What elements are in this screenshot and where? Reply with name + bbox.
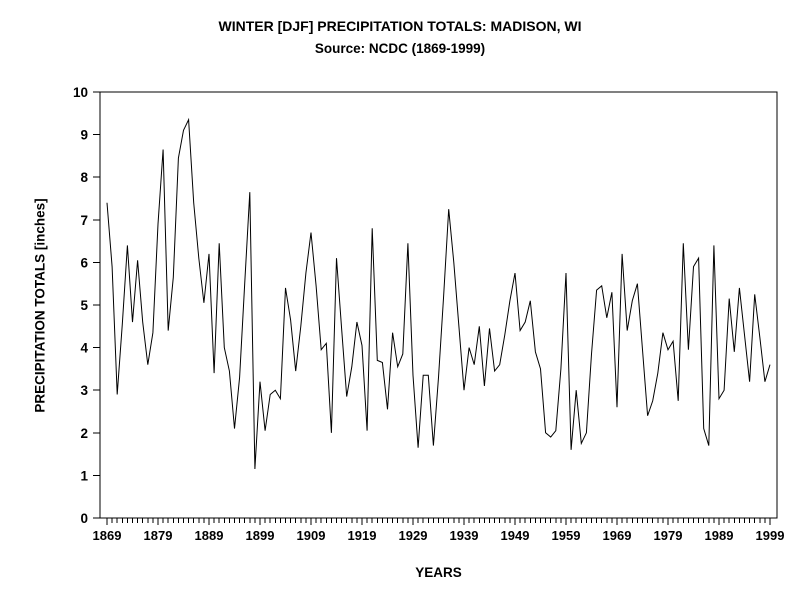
x-tick-label: 1999 — [756, 528, 785, 543]
y-tick-label: 6 — [80, 255, 88, 270]
y-tick-label: 8 — [80, 170, 88, 185]
plot-border — [99, 91, 778, 519]
x-tick-label: 1899 — [246, 528, 275, 543]
x-tick-label: 1959 — [552, 528, 581, 543]
x-tick-label: 1989 — [705, 528, 734, 543]
x-tick-label: 1979 — [654, 528, 683, 543]
y-tick-label: 7 — [80, 213, 88, 228]
chart-title: WINTER [DJF] PRECIPITATION TOTALS: MADIS… — [218, 18, 582, 34]
y-tick-label: 3 — [80, 383, 88, 398]
y-tick-label: 5 — [80, 298, 88, 313]
y-tick-label: 0 — [80, 511, 88, 526]
y-tick-label: 2 — [80, 426, 88, 441]
x-tick-label: 1869 — [93, 528, 122, 543]
x-tick-label: 1939 — [450, 528, 479, 543]
title-block: WINTER [DJF] PRECIPITATION TOTALS: MADIS… — [0, 18, 800, 56]
x-tick-label: 1879 — [144, 528, 173, 543]
x-tick-label: 1889 — [195, 528, 224, 543]
precipitation-line — [106, 117, 771, 470]
x-tick-label: 1909 — [297, 528, 326, 543]
chart-subtitle: Source: NCDC (1869-1999) — [314, 41, 486, 56]
y-tick-label: 9 — [80, 128, 88, 143]
x-tick-label: 1919 — [348, 528, 377, 543]
x-axis-title: YEARS — [415, 565, 462, 580]
y-tick-label: 1 — [80, 468, 88, 483]
x-tick-label: 1969 — [603, 528, 632, 543]
x-tick-label: 1949 — [501, 528, 530, 543]
y-tick-label: 10 — [73, 85, 88, 100]
x-tick-label: 1929 — [399, 528, 428, 543]
y-tick-label: 4 — [80, 341, 88, 356]
